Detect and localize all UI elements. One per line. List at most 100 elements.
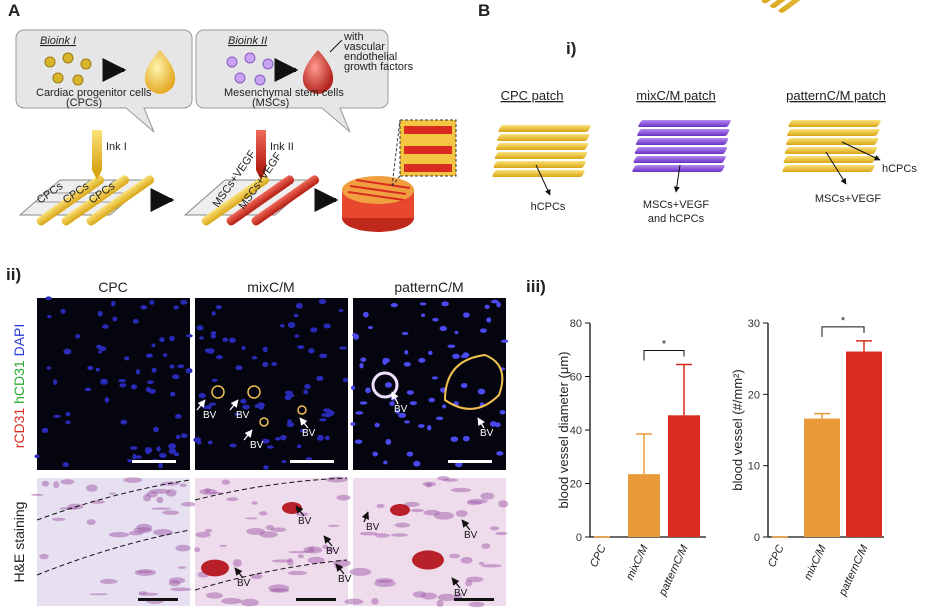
tissue xyxy=(460,556,473,564)
tissue xyxy=(232,559,242,567)
y-tick-label: 10 xyxy=(748,461,760,473)
patch-label: MSCs+VEGF xyxy=(815,193,882,205)
nucleus xyxy=(100,378,108,385)
nucleus xyxy=(131,384,138,390)
nucleus xyxy=(395,409,400,415)
nucleus xyxy=(127,458,132,463)
nucleus xyxy=(297,345,305,350)
nucleus xyxy=(455,461,463,468)
patch-strand xyxy=(493,161,586,168)
bv-label: BV xyxy=(366,522,380,533)
nucleus xyxy=(428,397,435,403)
nucleus xyxy=(403,361,411,367)
tissue xyxy=(467,498,488,504)
he-image xyxy=(195,478,348,606)
bv-arrow xyxy=(361,511,370,523)
nucleus xyxy=(262,361,269,368)
nucleus xyxy=(323,323,331,329)
nucleus xyxy=(287,321,296,328)
nucleus xyxy=(316,434,324,441)
error-bar xyxy=(814,412,830,419)
nucleus xyxy=(63,348,72,355)
tissue xyxy=(326,547,335,552)
nucleus xyxy=(303,389,309,395)
stain-part: hCD31 xyxy=(11,360,27,404)
tissue xyxy=(374,533,390,538)
nucleus xyxy=(102,324,109,329)
tissue xyxy=(468,601,485,608)
nucleus xyxy=(413,460,421,467)
nucleus xyxy=(359,401,368,405)
tissue xyxy=(86,519,96,526)
nucleus xyxy=(46,366,52,370)
nucleus xyxy=(159,452,167,458)
bv-label: BV xyxy=(237,578,251,589)
tissue xyxy=(39,553,49,560)
tissue xyxy=(259,511,268,516)
patch-strand xyxy=(787,129,880,136)
boundary xyxy=(194,477,348,501)
scale-bar xyxy=(138,598,178,601)
bioink-note: endothelial xyxy=(344,51,397,63)
stain-part: rCD31 xyxy=(11,408,27,449)
bv-arrow xyxy=(229,399,239,411)
nucleus xyxy=(300,428,306,433)
error-bar xyxy=(636,433,652,475)
nucleus xyxy=(118,379,127,383)
tissue xyxy=(265,525,275,531)
tissue xyxy=(177,566,187,569)
tissue xyxy=(179,483,187,488)
nucleus xyxy=(175,434,181,440)
x-tick-label: patternC/M xyxy=(836,542,871,598)
nucleus xyxy=(477,388,486,395)
patch-strand xyxy=(492,170,585,177)
scale-bar xyxy=(448,460,492,463)
nucleus xyxy=(97,310,103,317)
nucleus xyxy=(363,311,369,318)
tissue xyxy=(180,502,198,507)
nucleus xyxy=(384,382,392,388)
tissue xyxy=(333,559,351,567)
tissue xyxy=(149,488,171,494)
bioink-bubble: Bioink I Cardiac progenitor cells (CPCs) xyxy=(15,29,193,133)
x-tick-label: CPC xyxy=(766,543,787,569)
tissue xyxy=(326,476,348,483)
nucleus xyxy=(288,394,295,398)
nucleus xyxy=(296,444,302,449)
tissue xyxy=(136,523,153,532)
column-title: CPC xyxy=(98,279,128,295)
bv-arrow xyxy=(196,399,206,411)
tissue xyxy=(51,517,66,522)
nucleus xyxy=(462,435,470,442)
nucleus xyxy=(173,305,179,310)
nucleus xyxy=(338,308,344,313)
nucleus xyxy=(173,452,180,457)
nucleus xyxy=(338,346,347,350)
nucleus xyxy=(84,387,92,392)
tissue xyxy=(219,544,228,547)
patch-title: patternC/M patch xyxy=(786,88,886,103)
tissue xyxy=(455,510,468,517)
bv-arrow xyxy=(299,417,309,429)
bv-arrow xyxy=(335,563,345,575)
bar xyxy=(804,418,840,537)
nucleus xyxy=(216,355,223,360)
nucleus xyxy=(120,419,128,425)
nucleus xyxy=(193,437,202,443)
nucleus xyxy=(75,333,81,339)
tissue xyxy=(268,584,290,592)
nucleus xyxy=(96,344,102,349)
tissue xyxy=(270,527,287,532)
bar xyxy=(668,415,700,537)
x-tick-label: patternC/M xyxy=(656,542,691,598)
y-tick-label: 20 xyxy=(570,479,582,491)
nucleus xyxy=(202,405,209,409)
nucleus xyxy=(462,352,470,358)
nucleus xyxy=(281,460,287,464)
panel-label: A xyxy=(8,1,20,20)
nucleus xyxy=(427,424,432,431)
x-tick-label: mixC/M xyxy=(802,542,829,582)
bioink-bubble: Bioink II with vascular endothelial grow… xyxy=(195,29,414,133)
nucleus xyxy=(162,353,168,358)
